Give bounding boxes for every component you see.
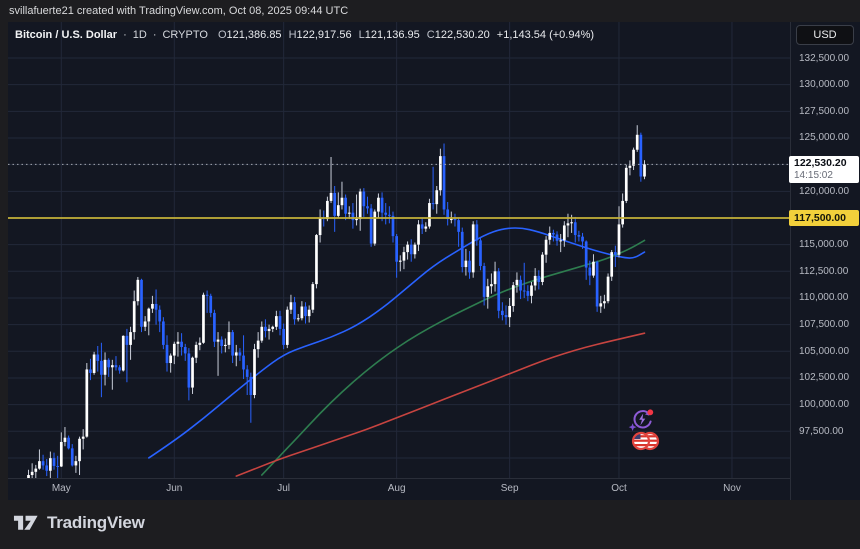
attribution-text: svillafuerte21 created with TradingView.… [9, 5, 349, 17]
price-tick-label: 102,500.00 [799, 372, 850, 384]
high-value: 122,917.56 [296, 29, 352, 41]
flash-event-icon[interactable] [628, 406, 656, 434]
month-label-may: May [51, 483, 71, 494]
month-label-sep: Sep [500, 483, 519, 494]
sparkle-icon [628, 423, 637, 431]
symbol-title[interactable]: Bitcoin / U.S. Dollar [15, 29, 118, 41]
chart-pane[interactable]: Bitcoin / U.S. Dollar · 1D · CRYPTO O121… [8, 22, 790, 478]
price-tick-label: 115,000.00 [799, 239, 849, 251]
tradingview-logo-text: TradingView [47, 513, 145, 532]
close-label: C [426, 29, 435, 41]
currency-button[interactable]: USD [796, 25, 854, 45]
price-tick-label: 107,500.00 [799, 319, 850, 331]
low-value: 121,136.95 [364, 29, 420, 41]
time-axis[interactable]: May Jun Jul Aug Sep Oct Nov [8, 478, 790, 500]
month-label-jul: Jul [277, 483, 291, 494]
month-label-oct: Oct [611, 483, 627, 494]
ohlc-readout: O121,386.85 H122,917.56 L121,136.95 C122… [218, 29, 594, 41]
change-value: +1,143.54 (+0.94%) [496, 29, 595, 41]
price-tick-label: 100,000.00 [799, 399, 850, 411]
tradingview-logo-icon [13, 515, 38, 530]
month-label-aug: Aug [387, 483, 406, 494]
current-price-badge: 122,530.20 14:15:02 [789, 156, 859, 184]
candlestick-chart[interactable] [8, 22, 790, 478]
notification-dot [647, 409, 654, 416]
level-price-badge[interactable]: 117,500.00 [789, 209, 859, 226]
symbol-header: Bitcoin / U.S. Dollar · 1D · CRYPTO O121… [15, 29, 594, 41]
separator-dot: · [152, 29, 157, 41]
month-label-nov: Nov [723, 483, 741, 494]
high-label: H [288, 29, 297, 41]
market-label: CRYPTO [162, 29, 208, 41]
close-value: 122,530.20 [434, 29, 490, 41]
footer-bar: TradingView [0, 500, 860, 549]
separator-dot: · [123, 29, 127, 41]
bar-countdown: 14:15:02 [794, 170, 833, 182]
month-label-jun: Jun [166, 483, 183, 494]
us-flag-event-icon[interactable] [630, 429, 662, 453]
price-tick-label: 125,000.00 [799, 132, 850, 144]
price-tick-label: 130,000.00 [799, 79, 850, 91]
open-label: O [217, 29, 227, 41]
low-label: L [358, 29, 365, 41]
price-tick-label: 110,000.00 [799, 292, 849, 304]
price-tick-label: 105,000.00 [799, 345, 850, 357]
price-tick-label: 97,500.00 [799, 425, 844, 437]
tradingview-logo[interactable]: TradingView [13, 513, 145, 533]
attribution-bar: svillafuerte21 created with TradingView.… [0, 0, 860, 22]
price-axis[interactable]: USD 132,500.00 130,000.00 127,500.00 125,00… [789, 22, 860, 500]
price-tick-label: 132,500.00 [799, 52, 850, 64]
price-tick-label: 120,000.00 [799, 185, 850, 197]
price-tick-label: 112,500.00 [799, 265, 849, 277]
interval-label[interactable]: 1D [132, 29, 147, 41]
current-price-value: 122,530.20 [794, 157, 847, 170]
open-value: 121,386.85 [226, 29, 282, 41]
price-tick-label: 127,500.00 [799, 105, 850, 117]
